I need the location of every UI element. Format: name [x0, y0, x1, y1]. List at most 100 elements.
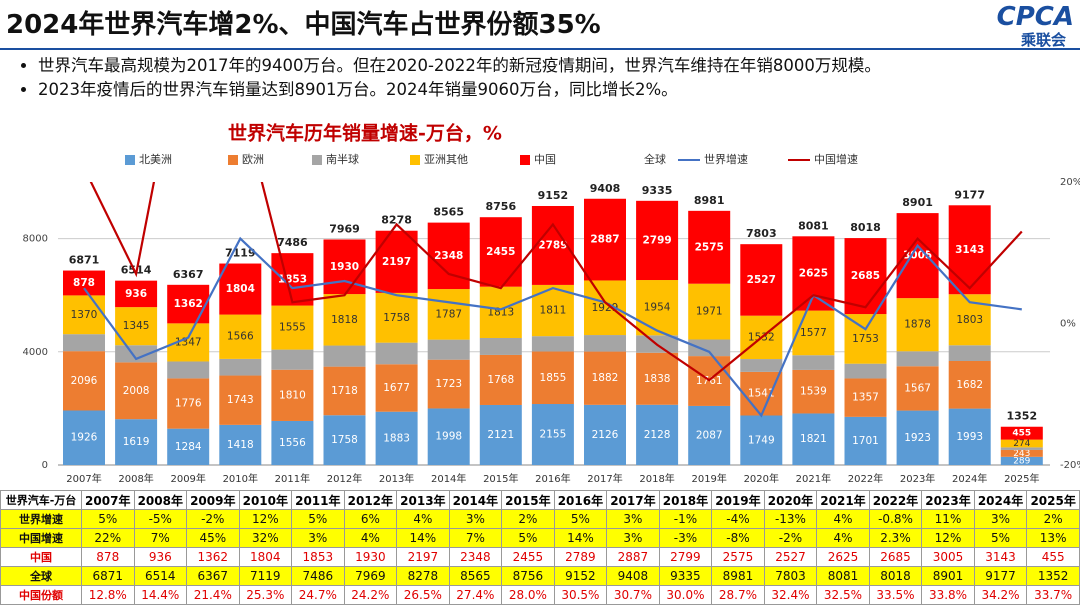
table-cell: 8565	[448, 566, 503, 586]
data-label: 1284	[175, 441, 202, 453]
table-cell: 2%	[1026, 509, 1080, 529]
data-label: 1718	[331, 385, 358, 397]
legend-label: 南半球	[326, 152, 359, 166]
total-label: 6367	[173, 268, 204, 281]
legend-swatch	[410, 155, 420, 165]
table-cell: -2%	[186, 509, 240, 529]
table-cell: -1%	[658, 509, 713, 529]
data-label: 1577	[800, 327, 827, 339]
bar-segment	[1000, 456, 1043, 465]
table-cell: 5%	[291, 509, 345, 529]
bar-segment	[375, 230, 418, 293]
table-cell: 30.5%	[553, 585, 608, 605]
bar-segment	[688, 283, 731, 340]
table-cell: 8901	[921, 566, 975, 586]
data-label: 1677	[383, 382, 410, 394]
table-cell: 2625	[816, 547, 870, 567]
table-cell: 45%	[186, 528, 240, 548]
legend-label: 全球	[644, 152, 666, 166]
data-label: 1567	[904, 382, 931, 394]
total-label: 9408	[590, 182, 621, 195]
bar-segment	[271, 369, 314, 421]
bar-segment	[896, 351, 939, 367]
legend-label: 欧洲	[242, 153, 264, 166]
data-label: 2197	[382, 256, 411, 268]
total-label: 8081	[798, 219, 829, 232]
x-tick-label: 2025年	[1004, 472, 1039, 485]
data-label: 1743	[227, 394, 254, 406]
bar-segment	[63, 410, 105, 465]
table-cell: 2887	[606, 547, 660, 567]
x-tick-label: 2016年	[535, 472, 570, 485]
table-cell: 33.8%	[921, 585, 975, 605]
table-row: 全球 6871 6514 6367 7119 7486 7969 8278 8565 8756 91…	[0, 566, 1080, 586]
table-cell: 24.2%	[343, 585, 398, 605]
header-cell: 2007年	[81, 490, 135, 510]
table-cell: 9335	[658, 566, 713, 586]
row-label: 世界增速	[0, 509, 82, 529]
table-cell: 1352	[1026, 566, 1080, 586]
data-label: 2155	[540, 429, 567, 441]
table-cell: 9408	[606, 566, 660, 586]
table-cell: 14%	[553, 528, 608, 548]
table-cell: 2685	[868, 547, 923, 567]
bar-segment	[948, 408, 991, 465]
data-label: 1370	[71, 309, 98, 321]
bar-segment	[323, 294, 366, 346]
table-cell: 32.5%	[816, 585, 870, 605]
table-cell: 5%	[973, 528, 1028, 548]
table-cell: 1804	[238, 547, 293, 567]
data-label: 1926	[71, 432, 98, 444]
y2-tick-label: 20%	[1060, 177, 1080, 188]
data-table: 世界汽车-万台 2007年 2008年 2009年 2010年 2011年 2012年 201…	[0, 490, 1080, 605]
total-label: 7969	[329, 222, 360, 235]
bar-segment	[219, 314, 262, 359]
y2-tick-label: -20%	[1060, 460, 1080, 471]
bar-segment	[479, 404, 522, 465]
data-label: 2121	[487, 429, 514, 441]
header-cell: 2015年	[501, 490, 555, 510]
data-label: 1838	[644, 373, 671, 385]
data-label: 878	[73, 277, 95, 289]
bar-segment	[948, 205, 991, 295]
bar-segment	[271, 305, 314, 350]
bar-segment	[1000, 447, 1043, 450]
bar-segment	[479, 217, 522, 287]
header-cell: 2009年	[186, 490, 240, 510]
bar-segment	[479, 286, 522, 338]
table-cell: 7969	[343, 566, 398, 586]
slide-title: 2024年世界汽车增2%、中国汽车占世界份额35%	[6, 10, 601, 40]
x-tick-label: 2009年	[170, 472, 205, 485]
data-label: 2799	[642, 234, 671, 246]
bar-segment	[844, 238, 887, 315]
table-cell: 4%	[396, 509, 450, 529]
bar-segment	[271, 420, 314, 465]
bar-segment	[636, 200, 679, 281]
bar-segment	[531, 404, 574, 465]
total-label: 8018	[850, 221, 881, 234]
legend-label: 亚洲其他	[424, 153, 468, 166]
table-cell: 30.7%	[606, 585, 660, 605]
header-cell: 2017年	[606, 490, 660, 510]
data-label: 2887	[590, 234, 619, 246]
data-label: 1758	[383, 312, 410, 324]
data-label: 2126	[592, 429, 619, 441]
row-label: 中国	[0, 547, 82, 567]
bar-segment	[167, 361, 210, 379]
data-label: 1768	[487, 374, 514, 386]
bar-segment	[1000, 426, 1043, 440]
data-label: 1749	[748, 434, 775, 446]
bar-segment	[219, 358, 262, 376]
data-label: 1855	[540, 372, 567, 384]
table-cell: 14.4%	[133, 585, 188, 605]
table-cell: 12.8%	[81, 585, 135, 605]
table-cell: 25.3%	[238, 585, 293, 605]
table-cell: 8981	[711, 566, 765, 586]
data-label: 2575	[695, 241, 724, 253]
bar-segment	[375, 364, 418, 412]
bar-segment	[219, 263, 262, 315]
data-label: 2685	[851, 270, 880, 282]
divider	[0, 48, 1080, 50]
data-label: 1810	[279, 389, 306, 401]
